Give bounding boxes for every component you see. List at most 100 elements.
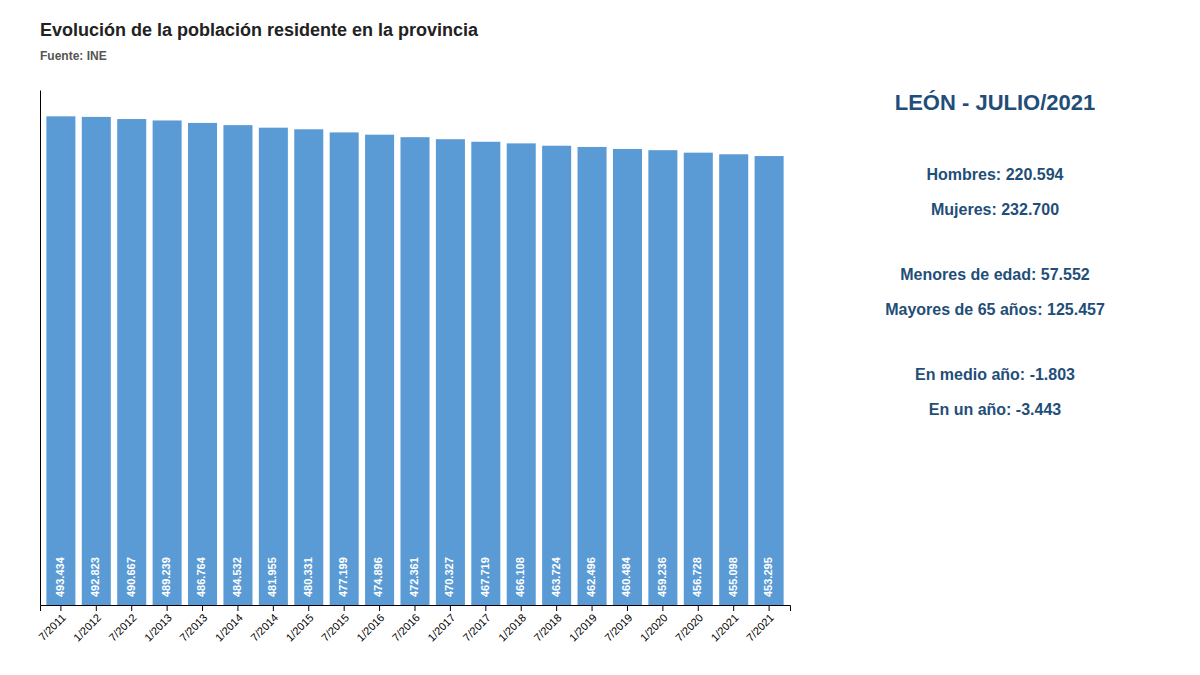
x-tick: 1/2016 <box>354 605 386 644</box>
x-tick-label: 7/2011 <box>36 611 68 643</box>
data-label: 492.823 <box>89 557 101 597</box>
x-tick: 7/2018 <box>531 605 563 644</box>
data-label: 462.496 <box>585 557 597 597</box>
x-tick-mark <box>592 605 593 611</box>
bar <box>648 150 677 605</box>
data-label: 463.724 <box>550 556 562 597</box>
x-tick-label: 7/2020 <box>673 611 705 643</box>
bar <box>365 135 394 605</box>
bar <box>755 156 784 605</box>
x-tick-mark <box>698 605 699 611</box>
annotation: Mujeres: 232.700 <box>931 201 1059 218</box>
x-tick-label: 1/2021 <box>708 611 740 643</box>
x-tick: 7/2017 <box>461 605 493 644</box>
x-tick-label: 7/2017 <box>461 611 493 643</box>
x-tick-mark <box>60 605 61 611</box>
x-tick-mark <box>521 605 522 611</box>
data-label: 456.728 <box>691 557 703 597</box>
x-tick-label: 1/2018 <box>496 611 528 643</box>
x-tick-label: 7/2012 <box>106 611 138 643</box>
bar <box>188 123 217 605</box>
bar <box>471 142 500 605</box>
x-tick-label: 1/2016 <box>354 611 386 643</box>
x-tick-label: 1/2013 <box>142 611 174 643</box>
data-label: 477.199 <box>337 557 349 597</box>
subtitle: Fuente: INE <box>40 49 107 63</box>
x-tick-mark <box>769 605 770 611</box>
x-tick-label: 7/2014 <box>248 611 280 643</box>
bar <box>153 120 182 605</box>
x-tick: 7/2015 <box>319 605 351 644</box>
x-tick: 1/2020 <box>638 605 670 644</box>
x-tick-mark <box>167 605 168 611</box>
bar <box>578 147 607 605</box>
x-tick-label: 7/2015 <box>319 611 351 643</box>
data-label: 474.896 <box>372 557 384 597</box>
bar <box>223 125 252 605</box>
bar <box>507 143 536 605</box>
x-tick-label: 7/2021 <box>744 611 776 643</box>
x-tick-mark <box>379 605 380 611</box>
x-tick-label: 1/2014 <box>213 611 245 643</box>
x-tick-label: 1/2017 <box>425 611 457 643</box>
data-label: 460.484 <box>620 556 632 597</box>
x-tick-mark <box>273 605 274 611</box>
info-panel: LEÓN - JULIO/2021 Hombres: 220.594 Mujeres… <box>885 90 1105 418</box>
x-tick: 1/2021 <box>708 605 740 644</box>
x-tick: 1/2019 <box>567 605 599 644</box>
x-axis: 7/20111/20127/20121/20137/20131/20147/20… <box>36 605 790 644</box>
x-tick-mark <box>131 605 132 611</box>
bar <box>400 137 429 605</box>
x-tick: 7/2011 <box>36 605 68 643</box>
x-tick-mark <box>662 605 663 611</box>
x-tick-mark <box>96 605 97 611</box>
data-label: 467.719 <box>479 557 491 597</box>
x-tick: 1/2012 <box>71 605 103 644</box>
x-tick-label: 1/2019 <box>567 611 599 643</box>
data-label: 470.327 <box>443 557 455 597</box>
bar <box>542 146 571 605</box>
info-title: LEÓN - JULIO/2021 <box>895 90 1096 115</box>
annotation: En medio año: -1.803 <box>915 366 1075 383</box>
x-tick-mark <box>485 605 486 611</box>
x-tick: 1/2015 <box>283 605 315 644</box>
plot: 493.434492.823490.667489.239486.764484.5… <box>36 91 790 644</box>
data-label: 472.361 <box>408 557 420 597</box>
x-tick: 1/2018 <box>496 605 528 644</box>
bar <box>294 129 323 605</box>
x-tick: 7/2016 <box>390 605 422 644</box>
x-tick-mark <box>415 605 416 611</box>
x-tick: 1/2017 <box>425 605 457 644</box>
x-tick: 7/2014 <box>248 605 280 644</box>
x-tick: 7/2012 <box>106 605 138 644</box>
data-label: 486.764 <box>195 556 207 597</box>
x-tick: 7/2021 <box>744 605 776 644</box>
x-tick-mark <box>237 605 238 611</box>
bar <box>82 117 111 605</box>
x-tick-mark <box>450 605 451 611</box>
annotation: Hombres: 220.594 <box>927 166 1064 183</box>
annotation: Mayores de 65 años: 125.457 <box>885 301 1105 318</box>
x-tick: 7/2013 <box>177 605 209 644</box>
x-tick-mark <box>627 605 628 611</box>
y-axis <box>40 91 41 606</box>
x-axis-line <box>41 606 791 612</box>
bar <box>46 116 75 605</box>
x-tick-label: 1/2012 <box>71 611 103 643</box>
data-label: 489.239 <box>160 557 172 597</box>
data-label: 455.098 <box>727 557 739 597</box>
data-label: 481.955 <box>266 557 278 597</box>
x-tick-label: 7/2018 <box>531 611 563 643</box>
annotation: Menores de edad: 57.552 <box>900 266 1090 283</box>
bar <box>719 154 748 605</box>
bar <box>436 139 465 605</box>
bars <box>46 116 783 605</box>
x-tick-label: 7/2019 <box>602 611 634 643</box>
x-tick: 1/2014 <box>213 605 245 644</box>
bar <box>684 153 713 605</box>
annotation: En un año: -3.443 <box>929 401 1062 418</box>
x-tick: 7/2020 <box>673 605 705 644</box>
data-labels: 493.434492.823490.667489.239486.764484.5… <box>54 556 774 597</box>
data-label: 490.667 <box>125 557 137 597</box>
x-tick-label: 1/2015 <box>283 611 315 643</box>
